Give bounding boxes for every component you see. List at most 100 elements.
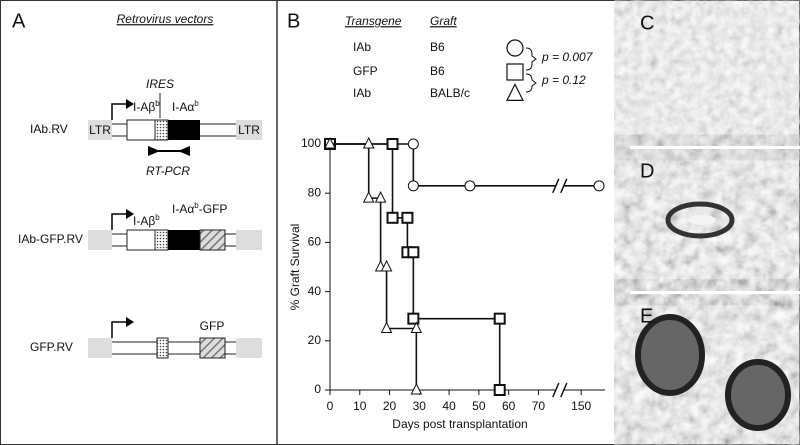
marker xyxy=(464,180,476,192)
legend-graft: BALB/c xyxy=(430,86,470,100)
ltr-label: LTR xyxy=(238,123,260,137)
legend-header: Graft xyxy=(430,14,457,28)
marker xyxy=(362,191,375,203)
ires-box xyxy=(156,337,169,359)
vessel xyxy=(635,314,705,396)
brace xyxy=(525,73,537,93)
ltr-box xyxy=(236,120,262,140)
promoter-arrow xyxy=(111,213,128,230)
panel-label: E xyxy=(640,305,653,327)
marker xyxy=(410,382,423,395)
y-axis-label: % Graft Survival xyxy=(288,224,302,311)
construct-name: IAb.RV xyxy=(30,122,68,136)
arrow-head xyxy=(126,317,134,327)
gene-name: I-Aβ xyxy=(133,100,155,114)
gene-box xyxy=(126,229,156,251)
axis-break xyxy=(552,382,568,398)
marker xyxy=(324,136,336,149)
marker xyxy=(401,211,414,224)
gene-name: I-Aα xyxy=(172,100,194,114)
panel-label: D xyxy=(640,160,654,182)
p-value: p = 0.12 xyxy=(541,73,586,87)
p-value: p = 0.007 xyxy=(541,50,594,64)
x-tick-label: 70 xyxy=(532,399,546,413)
promoter-arrow xyxy=(111,321,128,338)
marker xyxy=(386,211,399,224)
marker xyxy=(593,180,605,192)
marker xyxy=(407,312,420,325)
gene-box xyxy=(168,230,200,250)
marker xyxy=(374,191,387,203)
marker xyxy=(386,138,399,150)
marker xyxy=(407,180,419,192)
x-tick-label: 60 xyxy=(502,399,516,413)
brace xyxy=(525,47,537,71)
y-tick-label: 80 xyxy=(308,185,322,199)
vessel xyxy=(725,359,791,431)
y-tick-label: 100 xyxy=(301,136,321,150)
axis-break xyxy=(552,178,568,194)
construct-name: IAb-GFP.RV xyxy=(18,232,83,246)
x-tick-label: 20 xyxy=(383,399,397,413)
x-tick-label: 30 xyxy=(413,399,427,413)
arrow-head xyxy=(126,99,134,109)
gene-box xyxy=(126,119,156,141)
gene-label: GFP xyxy=(200,319,225,333)
panel-b: B Transgene Graft Days post transplantat… xyxy=(287,10,605,431)
marker xyxy=(407,246,420,259)
ires-label: IRES xyxy=(146,77,174,91)
x-tick-label: 40 xyxy=(442,399,456,413)
gene-sup: b xyxy=(194,99,199,108)
gene-name: I-Aα xyxy=(172,202,194,216)
marker xyxy=(493,312,506,325)
marker xyxy=(380,321,393,333)
y-tick-label: 60 xyxy=(308,235,322,249)
y-tick-label: 20 xyxy=(308,333,322,347)
gene-suffix: -GFP xyxy=(199,202,228,216)
x-tick-label: 0 xyxy=(327,399,334,413)
gene-sup: b xyxy=(194,201,199,210)
gene-sup: b xyxy=(155,213,160,222)
gene-box xyxy=(168,120,200,140)
x-tick-label: 150 xyxy=(571,399,591,413)
panel-title: Retrovirus vectors xyxy=(117,12,214,26)
construct-name: GFP.RV xyxy=(30,340,73,354)
x-tick-label: 10 xyxy=(353,399,367,413)
ltr-box xyxy=(88,338,112,358)
legend-header: Transgene xyxy=(345,14,402,28)
x-axis-label: Days post transplantation xyxy=(392,417,527,431)
survival-line xyxy=(330,143,418,390)
ltr-box xyxy=(88,120,112,140)
legend-graft: B6 xyxy=(430,64,445,78)
gene-name: I-Aβ xyxy=(133,214,155,228)
primer xyxy=(148,146,190,156)
marker xyxy=(410,321,423,333)
gfp-box xyxy=(199,337,226,359)
marker xyxy=(506,63,524,81)
vessel-lumen xyxy=(688,215,716,225)
ltr-label: LTR xyxy=(89,123,111,137)
y-tick-label: 40 xyxy=(308,284,322,298)
legend-transgene: IAb xyxy=(353,40,371,54)
rt-pcr-label: RT-PCR xyxy=(146,164,190,178)
marker xyxy=(380,259,393,272)
panel-label: B xyxy=(287,10,300,32)
ires-box xyxy=(154,229,169,251)
micrographs: C D E xyxy=(630,1,800,444)
gene-label: I-Aβb xyxy=(133,213,160,228)
legend-graft: B6 xyxy=(430,40,445,54)
marker xyxy=(506,39,524,57)
break-gap xyxy=(555,182,564,189)
gene-label: I-Aαb xyxy=(172,99,199,114)
marker xyxy=(362,136,375,149)
legend-transgene: GFP xyxy=(353,64,378,78)
y-tick-label: 0 xyxy=(314,382,321,396)
panel-label: A xyxy=(12,10,26,32)
marker xyxy=(407,138,419,150)
gfp-box xyxy=(199,229,226,251)
gene-label: I-Aβb xyxy=(133,99,160,114)
ltr-box xyxy=(88,230,112,250)
vessel xyxy=(665,201,735,239)
panel-label: C xyxy=(640,12,654,34)
